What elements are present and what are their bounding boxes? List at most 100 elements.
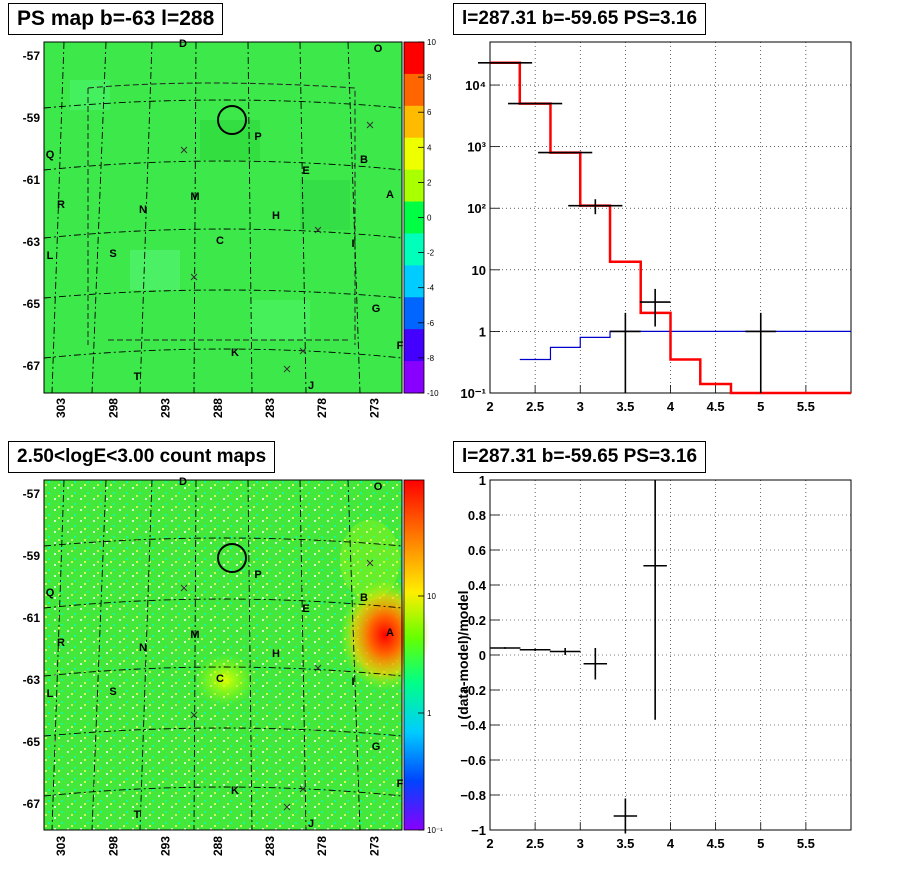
count-map-source-c [195,654,255,706]
colorbar-band [404,265,424,298]
ps-map-target-circle [217,105,247,135]
map-label: N [139,204,147,216]
residual-x-tick: 4.5 [707,836,725,851]
colorbar-tick: 1 [427,709,432,718]
count-map-crosses [180,559,374,811]
residual-data-point [519,648,551,651]
count-map: D O P Q B E A R N M H I L S C G K F T J [43,476,430,831]
ps-map-crosses [180,121,374,373]
colorbar-tick: 4 [427,143,432,152]
residual-y-tick: 0.8 [468,508,486,523]
map-l-tick: 293 [159,398,173,418]
map-label: L [47,250,54,262]
colorbar-tick: 10⁻¹ [427,826,443,835]
ps-map-frame [43,41,403,394]
colorbar-band [404,137,424,171]
ps-map-texture [70,80,350,340]
count-map-frame [43,479,403,831]
map-label: K [231,347,239,359]
count-map-labels: D O P Q B E A R N M H I L S C G K F T J [46,476,404,830]
spectrum-y-tick: 10 [472,263,486,278]
map-label: M [190,191,199,203]
spectrum-x-tick: 5.5 [797,399,815,414]
residual-y-tick: −0.8 [460,788,486,803]
colorbar-band [404,297,424,330]
map-l-tick: 298 [106,836,120,856]
map-l-tick: 273 [367,836,381,856]
spectrum-data-point [639,288,671,327]
map-label: C [216,235,224,247]
map-b-tick: -61 [23,611,41,625]
map-b-tick: -59 [23,549,41,563]
colorbar-tick: -2 [427,249,435,258]
residual-x-tick: 5 [757,836,764,851]
count-map-target-circle [217,543,247,573]
map-label: Q [46,149,55,161]
ps-colorbar-ticks: 10 8 6 4 2 0 -2 -4 -6 -8 -10 [418,38,439,398]
ps-map-b-ticks: -57 -59 -61 -63 -65 -67 [23,49,41,373]
map-l-tick: 288 [211,398,225,418]
map-label: S [109,686,116,698]
residual-y-tick: 0 [479,648,486,663]
map-b-tick: -65 [23,735,41,749]
map-label: F [397,340,404,352]
map-label: K [231,785,239,797]
residual-grid [490,480,851,830]
map-b-tick: -67 [23,359,41,373]
map-b-tick: -57 [23,49,41,63]
residual-y-tick: −0.2 [460,683,486,698]
map-label: L [47,688,54,700]
map-label: G [372,741,381,753]
residual-y-label: (data-model)/model [455,590,471,719]
count-colorbar [404,480,424,830]
map-label: R [57,637,65,649]
spectrum-data-point [538,151,593,154]
spectrum-plot: 2 2.5 3 3.5 4 4.5 5 5.5 10⁻¹ 1 10 10² 10³ 10⁴ [460,41,852,414]
map-label: B [360,592,368,604]
colorbar-band [404,233,424,266]
map-b-tick: -59 [23,111,41,125]
residual-y-tick: −1 [471,823,486,838]
count-colorbar-frame [403,479,425,831]
residual-x-tick: 4 [667,836,675,851]
residual-data-point [489,647,521,649]
map-label: D [179,38,187,50]
map-label: O [374,43,383,55]
map-label: O [374,481,383,493]
map-b-tick: -63 [23,235,41,249]
map-label: D [179,476,187,488]
colorbar-tick: 8 [427,73,432,82]
spectrum-y-tick: 10³ [467,140,486,155]
colorbar-tick: 6 [427,108,432,117]
spectrum-x-tick: 2.5 [526,399,544,414]
residual-y-tick: 0.6 [468,543,486,558]
residual-plot: 2 2.5 3 3.5 4 4.5 5 5.5 −1 −0.8 −0.6 −0.4 −0.2 0 0.2 0.… [455,473,852,851]
map-label: H [272,210,280,222]
map-l-tick: 283 [263,836,277,856]
map-label: S [109,248,116,260]
map-l-tick: 293 [159,836,173,856]
spectrum-data-point [610,312,641,393]
colorbar-band [404,73,424,107]
map-l-tick: 278 [315,398,329,418]
colorbar-band [404,169,424,203]
ps-map: D O P Q B E A R N M H I L S C G K F T J [43,38,404,394]
residual-x-tick: 3.5 [616,836,634,851]
residual-x-tick: 2 [486,836,493,851]
map-label: J [308,380,314,392]
ps-colorbar [404,42,424,394]
colorbar-tick: -10 [427,389,439,398]
colorbar-band [404,361,424,394]
map-l-tick: 283 [263,398,277,418]
count-colorbar-ticks: 10 1 10⁻¹ [418,592,443,835]
residual-x-tick: 2.5 [526,836,544,851]
ps-map-background [44,42,402,393]
spectrum-y-tick: 10² [467,201,486,216]
colorbar-tick: 2 [427,178,432,187]
map-b-tick: -57 [23,487,41,501]
map-label: N [139,642,147,654]
colorbar-tick: 0 [427,214,432,223]
count-map-diffuse [340,520,400,600]
residual-data-point [613,798,638,834]
